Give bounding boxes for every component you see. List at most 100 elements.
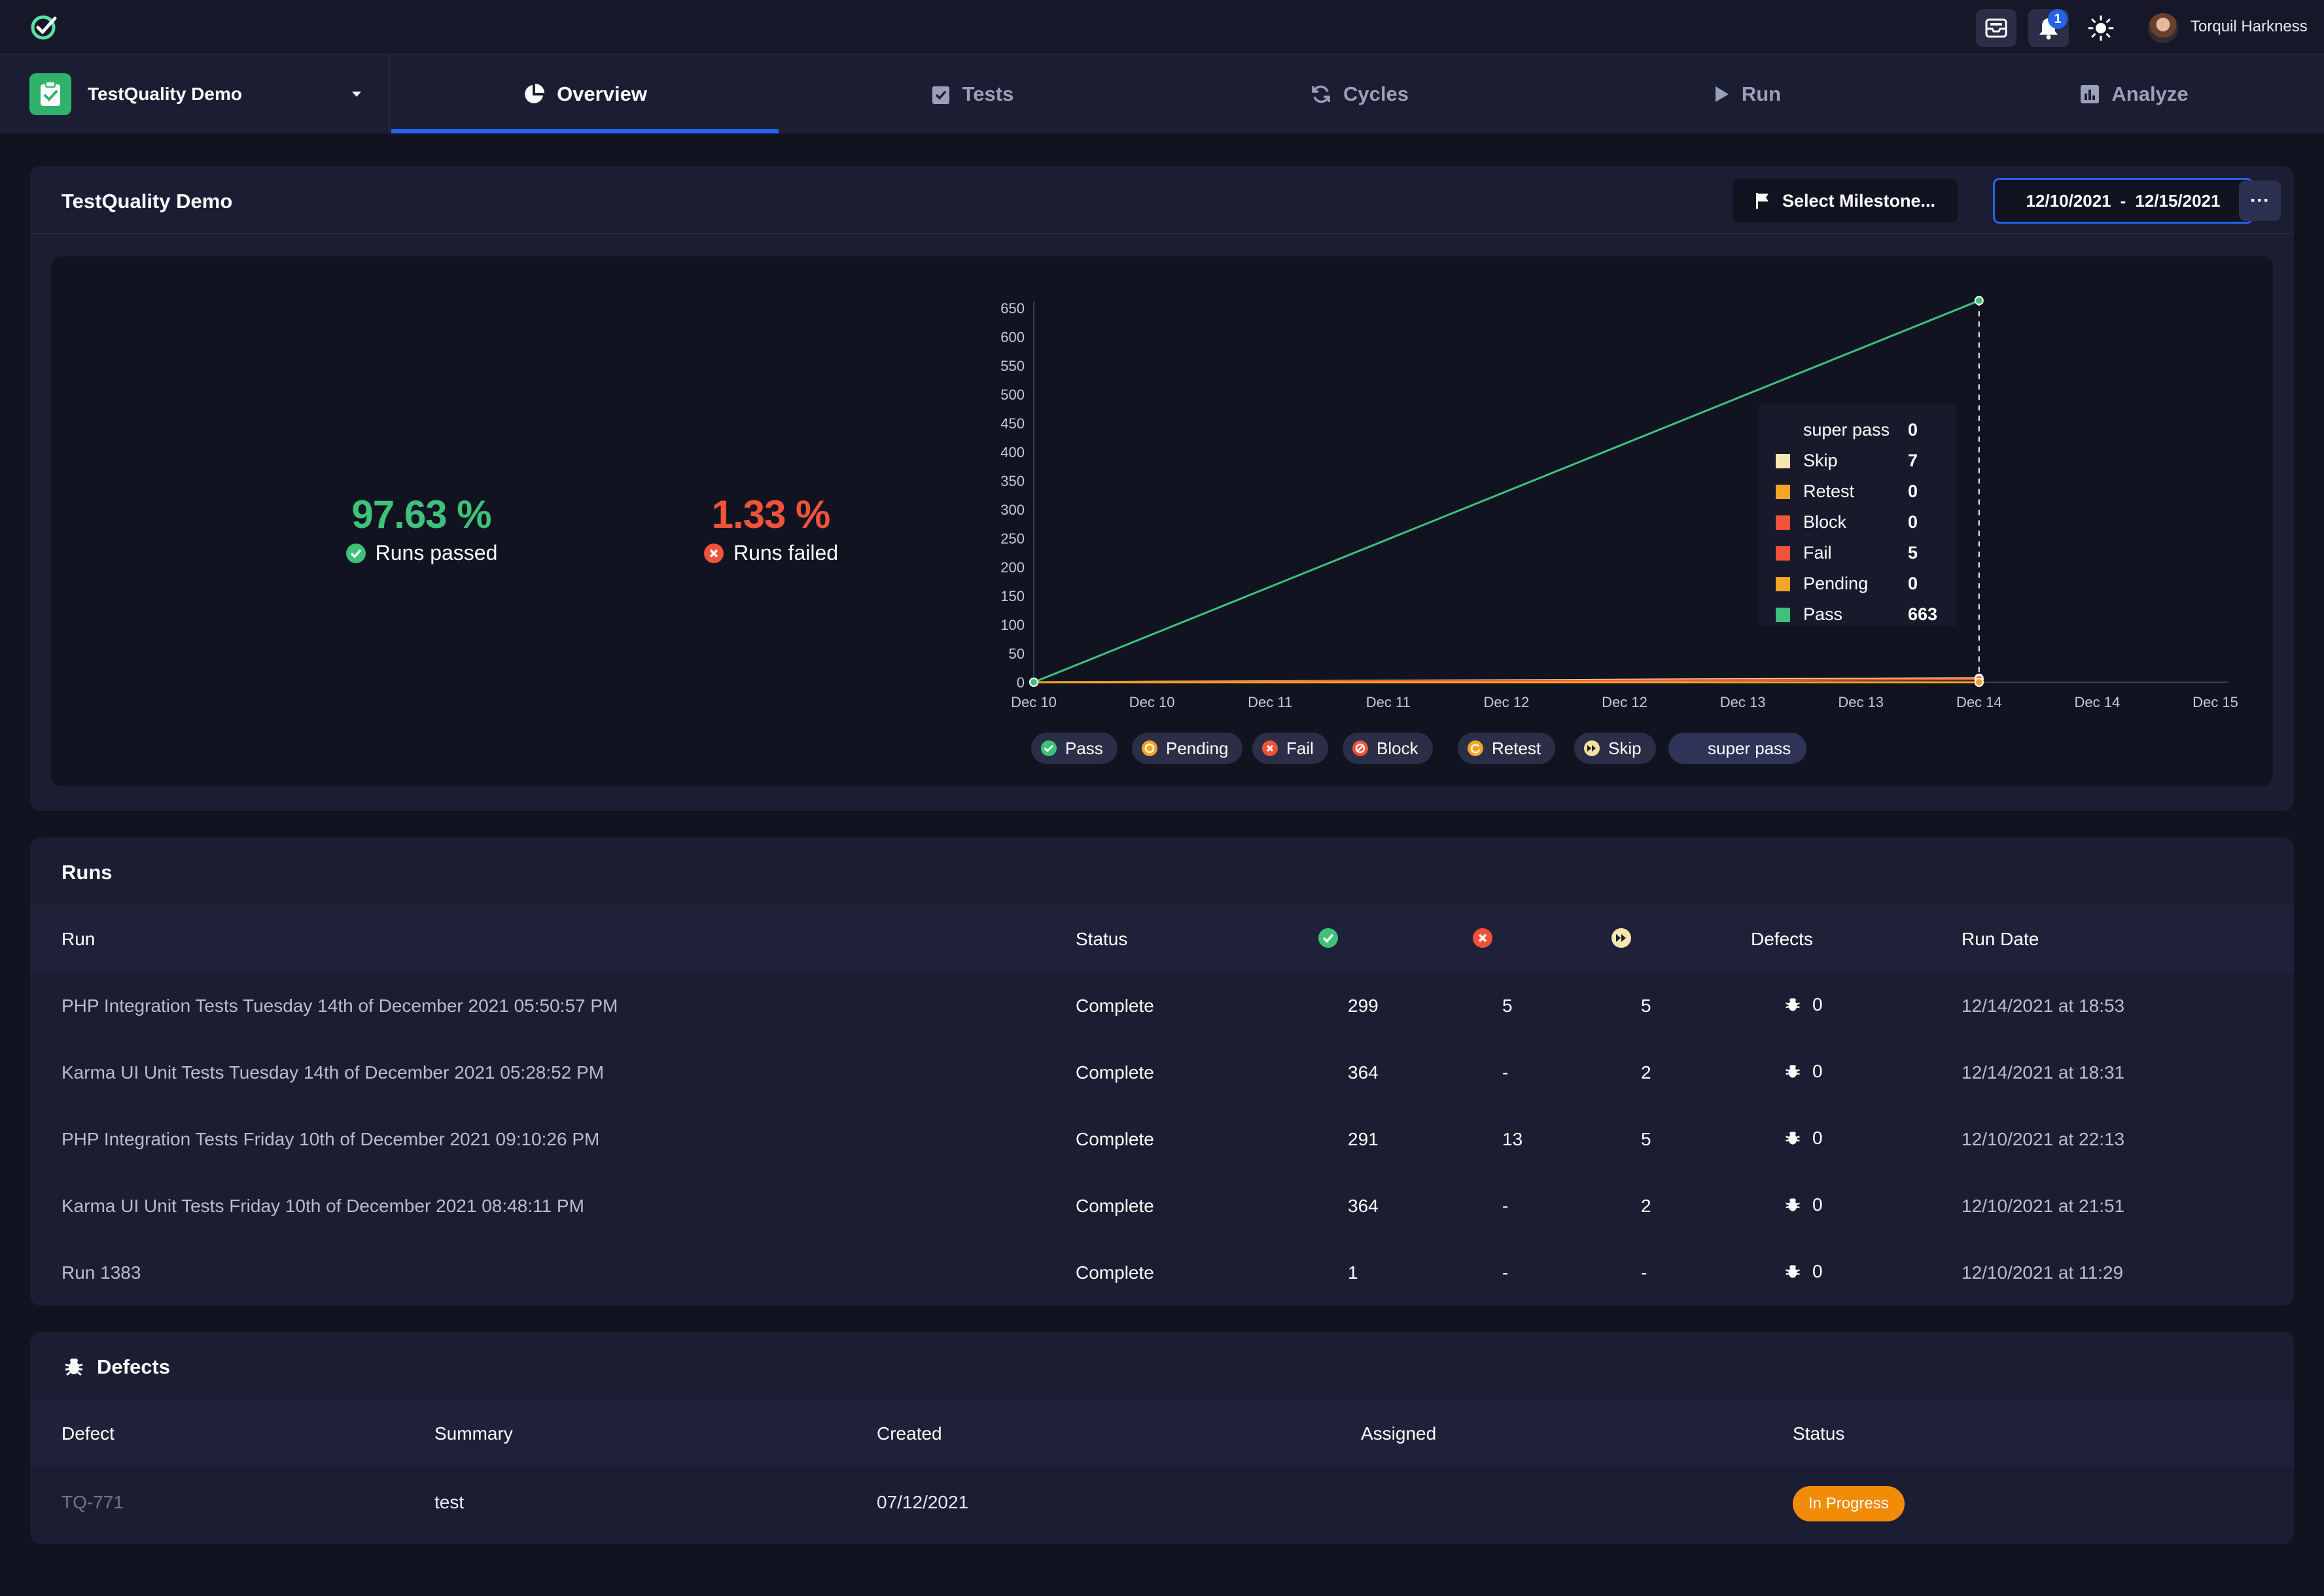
run-defects: 0 bbox=[1785, 1261, 1823, 1282]
tooltip-swatch bbox=[1776, 515, 1790, 530]
theme-toggle[interactable] bbox=[2081, 9, 2121, 47]
tooltip-swatch bbox=[1776, 453, 1790, 468]
run-defects: 0 bbox=[1785, 1061, 1823, 1082]
chevron-down-icon bbox=[352, 92, 361, 97]
block-icon bbox=[1352, 740, 1368, 756]
col-run-date[interactable]: Run Date bbox=[1962, 929, 2039, 949]
pie-chart-icon bbox=[525, 84, 545, 103]
select-milestone-button[interactable]: Select Milestone... bbox=[1733, 179, 1958, 222]
runs-header: Runs bbox=[30, 837, 2294, 905]
legend-item-super-pass[interactable]: super pass bbox=[1668, 733, 1807, 764]
user-name[interactable]: Torquil Harkness bbox=[2191, 18, 2308, 35]
run-name-link[interactable]: Karma UI Unit Tests Friday 10th of Decem… bbox=[62, 1196, 584, 1216]
tooltip-label: Fail bbox=[1803, 543, 1832, 563]
col-summary[interactable]: Summary bbox=[434, 1423, 513, 1444]
project-name: TestQuality Demo bbox=[88, 84, 242, 104]
bar-chart-icon bbox=[2081, 85, 2100, 103]
notifications-button[interactable]: 1 bbox=[2028, 9, 2069, 47]
table-row[interactable]: Karma UI Unit Tests Friday 10th of Decem… bbox=[30, 1172, 2294, 1239]
legend-item-skip[interactable]: Skip bbox=[1574, 733, 1656, 764]
tab-cycles[interactable]: Cycles bbox=[1166, 55, 1553, 133]
y-tick-label: 250 bbox=[1000, 530, 1025, 547]
col-defect[interactable]: Defect bbox=[62, 1423, 114, 1444]
date-start: 12/10/2021 bbox=[2026, 190, 2111, 211]
inbox-button[interactable] bbox=[1976, 9, 2016, 47]
tab-tests[interactable]: Tests bbox=[779, 55, 1166, 133]
defect-id-link[interactable]: TQ-771 bbox=[62, 1492, 124, 1512]
tooltip-value: 7 bbox=[1908, 451, 1918, 470]
legend-item-fail[interactable]: Fail bbox=[1252, 733, 1328, 764]
run-date: 12/14/2021 at 18:31 bbox=[1962, 1062, 2125, 1083]
avatar[interactable] bbox=[2148, 13, 2178, 43]
cycle-icon bbox=[1312, 85, 1330, 103]
x-tick-label: Dec 11 bbox=[1248, 694, 1292, 710]
status-badge: In Progress bbox=[1793, 1486, 1905, 1521]
legend-label: Pass bbox=[1065, 738, 1103, 758]
defects-title: Defects bbox=[97, 1355, 170, 1378]
more-options-button[interactable]: ··· bbox=[2239, 181, 2281, 221]
tooltip-label: Skip bbox=[1803, 451, 1838, 470]
table-row[interactable]: PHP Integration Tests Tuesday 14th of De… bbox=[30, 972, 2294, 1039]
date-separator: - bbox=[2120, 190, 2126, 211]
run-defects-count: 0 bbox=[1812, 1261, 1823, 1281]
legend-label: Pending bbox=[1166, 738, 1229, 758]
run-skip-count: - bbox=[1641, 1262, 1647, 1283]
legend-item-block[interactable]: Block bbox=[1343, 733, 1433, 764]
tooltip-swatch bbox=[1776, 423, 1790, 438]
run-status: Complete bbox=[1076, 1196, 1154, 1216]
run-name-link[interactable]: Karma UI Unit Tests Tuesday 14th of Dece… bbox=[62, 1062, 605, 1083]
runs-failed-value: 1.33 % bbox=[711, 493, 831, 536]
more-icon: ··· bbox=[2250, 190, 2270, 211]
tooltip-row: Pending 0 bbox=[1776, 568, 1939, 599]
main-nav: TestQuality Demo Overview Tests Cycles bbox=[0, 55, 2324, 133]
bug-icon bbox=[65, 1359, 83, 1376]
table-row[interactable]: Karma UI Unit Tests Tuesday 14th of Dece… bbox=[30, 1039, 2294, 1105]
clipboard-check-icon bbox=[41, 81, 60, 106]
legend-label: Retest bbox=[1492, 738, 1541, 758]
run-name-link[interactable]: PHP Integration Tests Tuesday 14th of De… bbox=[62, 996, 618, 1016]
play-icon bbox=[1715, 86, 1729, 102]
notification-badge: 1 bbox=[2048, 9, 2068, 29]
defects-table-header: Defect Summary Created Assigned Status bbox=[30, 1400, 2294, 1466]
tooltip-swatch bbox=[1776, 484, 1790, 499]
col-defects[interactable]: Defects bbox=[1751, 929, 1813, 949]
col-created[interactable]: Created bbox=[877, 1423, 942, 1444]
run-name-link[interactable]: Run 1383 bbox=[62, 1262, 141, 1283]
table-row[interactable]: PHP Integration Tests Friday 10th of Dec… bbox=[30, 1105, 2294, 1172]
x-tick-label: Dec 15 bbox=[2192, 694, 2238, 710]
col-run[interactable]: Run bbox=[62, 929, 96, 949]
tab-overview[interactable]: Overview bbox=[391, 55, 779, 133]
milestone-label: Select Milestone... bbox=[1782, 190, 1936, 211]
run-date: 12/14/2021 at 18:53 bbox=[1962, 996, 2125, 1016]
run-defects: 0 bbox=[1785, 1128, 1823, 1149]
check-circle-icon bbox=[345, 543, 366, 563]
tab-run[interactable]: Run bbox=[1553, 55, 1941, 133]
project-selector[interactable]: TestQuality Demo bbox=[0, 55, 390, 133]
legend-item-pending[interactable]: Pending bbox=[1132, 733, 1243, 764]
tab-label: Tests bbox=[962, 82, 1014, 105]
col-defect-status[interactable]: Status bbox=[1793, 1423, 1845, 1444]
clock-icon bbox=[1142, 740, 1157, 756]
run-fail-count: - bbox=[1502, 1262, 1509, 1283]
legend-item-pass[interactable]: Pass bbox=[1031, 733, 1118, 764]
tab-analyze[interactable]: Analyze bbox=[1941, 55, 2324, 133]
x-tick-label: Dec 13 bbox=[1720, 694, 1766, 710]
legend-item-retest[interactable]: Retest bbox=[1458, 733, 1556, 764]
trend-chart[interactable]: 050100150200250300350400450500550600650D… bbox=[51, 256, 2273, 786]
legend-label: Block bbox=[1377, 738, 1418, 758]
run-pass-count: 364 bbox=[1348, 1062, 1379, 1083]
app-logo-icon[interactable] bbox=[29, 12, 60, 43]
skip-circle-icon bbox=[1611, 928, 1631, 948]
run-name-link[interactable]: PHP Integration Tests Friday 10th of Dec… bbox=[62, 1129, 600, 1149]
table-row[interactable]: Run 1383 Complete 1 - - 0 12/10/2021 at 11:29 bbox=[30, 1239, 2294, 1306]
x-tick-label: Dec 13 bbox=[1838, 694, 1884, 710]
col-assigned[interactable]: Assigned bbox=[1361, 1423, 1437, 1444]
run-fail-count: 13 bbox=[1502, 1129, 1523, 1149]
col-status[interactable]: Status bbox=[1076, 929, 1128, 949]
sun-icon bbox=[2088, 15, 2114, 41]
tab-label: Overview bbox=[557, 82, 647, 105]
bug-icon bbox=[1786, 1265, 1800, 1278]
date-range-picker[interactable]: 12/10/2021 - 12/15/2021 bbox=[1993, 178, 2253, 224]
data-point bbox=[1974, 296, 1984, 305]
run-defects-count: 0 bbox=[1812, 1128, 1823, 1148]
